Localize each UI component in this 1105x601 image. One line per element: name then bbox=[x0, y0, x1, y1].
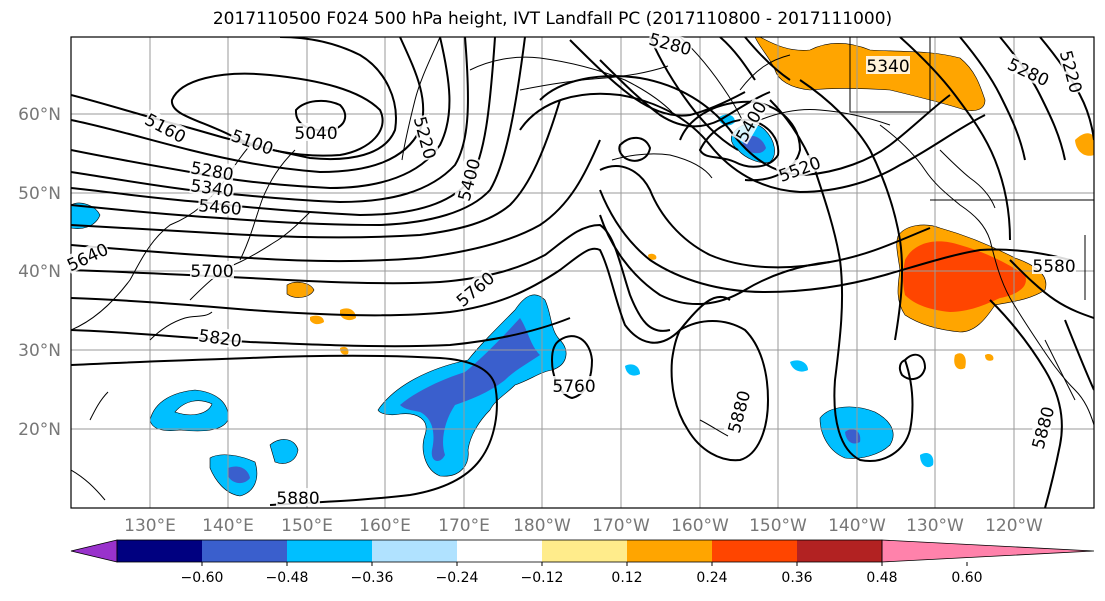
colorbar-segment bbox=[372, 540, 457, 562]
colorbar-segment bbox=[627, 540, 712, 562]
height-contours bbox=[71, 37, 1094, 508]
colorbar-segment bbox=[712, 540, 797, 562]
longitude-label: 170°W bbox=[592, 516, 650, 536]
coastlines bbox=[71, 37, 1094, 501]
contour-label: 5880 bbox=[276, 488, 320, 509]
svg-text:5880: 5880 bbox=[276, 489, 319, 509]
colorbar-tick-label: −0.60 bbox=[181, 570, 224, 586]
svg-text:5700: 5700 bbox=[190, 262, 233, 282]
svg-text:5760: 5760 bbox=[552, 377, 595, 397]
longitude-label: 140°W bbox=[828, 516, 886, 536]
latitude-label: 40°N bbox=[18, 262, 61, 282]
map-title: 2017110500 F024 500 hPa height, IVT Land… bbox=[212, 9, 893, 29]
colorbar-tick-label: −0.12 bbox=[521, 570, 564, 586]
latitude-label: 60°N bbox=[18, 105, 61, 125]
map-gridlines bbox=[71, 37, 1094, 508]
svg-text:5460: 5460 bbox=[198, 196, 243, 220]
colorbar: −0.60 −0.48 −0.36 −0.24 −0.12 0.12 0.24 0.36 0.4… bbox=[70, 539, 1095, 586]
svg-text:5340: 5340 bbox=[866, 57, 909, 77]
colorbar-segment bbox=[542, 540, 627, 562]
colorbar-tick-label: −0.48 bbox=[266, 570, 309, 586]
longitude-label: 140°E bbox=[202, 516, 254, 536]
contour-label: 5760 bbox=[552, 376, 596, 397]
longitude-label: 170°E bbox=[438, 516, 490, 536]
ivt-negative-shading bbox=[71, 114, 934, 497]
colorbar-tick-label: 0.60 bbox=[951, 570, 982, 586]
contour-label: 5040 bbox=[294, 123, 338, 144]
contour-label: 5580 bbox=[1032, 256, 1076, 277]
colorbar-tick-label: −0.24 bbox=[436, 570, 479, 586]
longitude-label: 130°W bbox=[906, 516, 964, 536]
svg-text:5580: 5580 bbox=[1032, 257, 1075, 277]
longitude-labels: 130°E 140°E 150°E 160°E 170°E 180°W 170°W 160°W… bbox=[124, 516, 1043, 536]
latitude-label: 50°N bbox=[18, 184, 61, 204]
longitude-label: 130°E bbox=[124, 516, 176, 536]
longitude-label: 120°W bbox=[985, 516, 1043, 536]
colorbar-tick-label: −0.36 bbox=[351, 570, 394, 586]
colorbar-tick-label: 0.12 bbox=[611, 570, 642, 586]
colorbar-segment bbox=[287, 540, 372, 562]
colorbar-tick-label: 0.36 bbox=[781, 570, 812, 586]
longitude-label: 150°E bbox=[281, 516, 333, 536]
svg-text:5040: 5040 bbox=[294, 124, 337, 144]
colorbar-extend-min bbox=[70, 539, 118, 563]
longitude-label: 150°W bbox=[749, 516, 807, 536]
latitude-label: 30°N bbox=[18, 341, 61, 361]
contour-label: 5340 bbox=[866, 56, 910, 77]
contour-label: 5460 bbox=[197, 195, 243, 220]
longitude-label: 180°W bbox=[513, 516, 571, 536]
colorbar-tick-label: 0.24 bbox=[696, 570, 727, 586]
longitude-label: 160°E bbox=[359, 516, 411, 536]
contour-label: 5700 bbox=[190, 261, 234, 282]
latitude-labels: 60°N 50°N 40°N 30°N 20°N bbox=[18, 105, 61, 440]
colorbar-segment bbox=[797, 540, 882, 562]
colorbar-segment bbox=[117, 540, 202, 562]
colorbar-extend-max bbox=[881, 539, 1095, 563]
longitude-label: 160°W bbox=[671, 516, 729, 536]
latitude-label: 20°N bbox=[18, 420, 61, 440]
colorbar-segment bbox=[457, 540, 542, 562]
colorbar-tick-label: 0.48 bbox=[866, 570, 897, 586]
colorbar-segment bbox=[202, 540, 287, 562]
